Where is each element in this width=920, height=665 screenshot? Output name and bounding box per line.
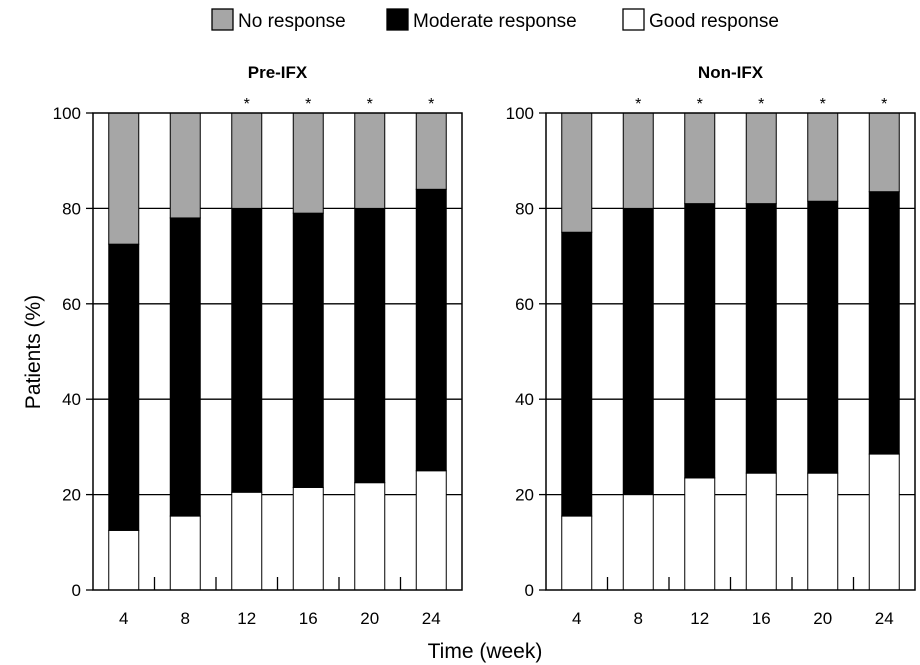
bar-1-week-20-moderate-response — [354, 207, 386, 484]
significance-marker-2-week-8: * — [635, 96, 641, 113]
y-tick-label-1-60: 60 — [62, 295, 81, 314]
x-tick-label-2-20: 20 — [813, 609, 832, 628]
bar-1-week-16-no-response — [292, 112, 324, 214]
x-tick-label-1-24: 24 — [422, 609, 441, 628]
bar-1-week-16-good-response — [292, 486, 324, 591]
plot-frame-1 — [92, 112, 463, 591]
x-tick-label-2-8: 8 — [634, 609, 643, 628]
bar-1-week-8-good-response — [169, 515, 201, 591]
y-tick-label-2-100: 100 — [506, 104, 534, 123]
x-tick-label-2-12: 12 — [690, 609, 709, 628]
bar-2-week-20-good-response — [807, 472, 839, 591]
y-tick-label-1-100: 100 — [53, 104, 81, 123]
bar-2-week-4-no-response — [561, 112, 593, 233]
bar-2-week-16-no-response — [745, 112, 777, 205]
bar-1-week-20-no-response — [354, 112, 386, 209]
bar-1-week-4-no-response — [108, 112, 140, 245]
x-tick-label-1-8: 8 — [181, 609, 190, 628]
x-axis-title: Time (week) — [428, 640, 543, 663]
legend-swatch-good-response — [622, 8, 645, 31]
bar-1-week-4-moderate-response — [108, 243, 140, 531]
bar-1-week-20-good-response — [354, 482, 386, 591]
bar-2-week-20-no-response — [807, 112, 839, 202]
legend-label-no-response: No response — [238, 11, 346, 32]
significance-marker-2-week-24: * — [881, 96, 887, 113]
x-tick-label-2-4: 4 — [572, 609, 581, 628]
bar-2-week-4-moderate-response — [561, 231, 593, 517]
x-tick-label-2-16: 16 — [752, 609, 771, 628]
bar-1-week-12-moderate-response — [231, 207, 263, 493]
significance-marker-2-week-16: * — [758, 96, 764, 113]
bar-2-week-8-moderate-response — [622, 207, 654, 496]
y-tick-label-2-80: 80 — [515, 199, 534, 218]
bar-2-week-20-moderate-response — [807, 200, 839, 474]
y-tick-label-2-40: 40 — [515, 390, 534, 409]
legend-swatch-no-response — [211, 8, 234, 31]
y-tick-label-1-80: 80 — [62, 199, 81, 218]
bar-1-week-24-no-response — [415, 112, 447, 190]
bar-1-week-8-moderate-response — [169, 217, 201, 517]
y-tick-label-2-0: 0 — [525, 581, 534, 600]
y-tick-label-2-20: 20 — [515, 486, 534, 505]
x-tick-label-1-12: 12 — [237, 609, 256, 628]
bar-1-week-8-no-response — [169, 112, 201, 219]
bar-2-week-24-no-response — [868, 112, 900, 193]
bar-2-week-24-good-response — [868, 453, 900, 591]
bar-2-week-24-moderate-response — [868, 191, 900, 455]
significance-marker-1-week-12: * — [244, 96, 250, 113]
x-tick-label-1-20: 20 — [360, 609, 379, 628]
bar-2-week-16-moderate-response — [745, 203, 777, 474]
y-tick-label-1-0: 0 — [72, 581, 81, 600]
x-tick-label-1-16: 16 — [299, 609, 318, 628]
legend-label-good-response: Good response — [649, 11, 779, 32]
bar-1-week-12-good-response — [231, 491, 263, 591]
significance-marker-1-week-24: * — [428, 96, 434, 113]
bar-1-week-24-moderate-response — [415, 188, 447, 472]
panel-title-1: Pre-IFX — [248, 63, 308, 82]
y-tick-label-1-20: 20 — [62, 486, 81, 505]
bar-1-week-12-no-response — [231, 112, 263, 209]
bar-1-week-16-moderate-response — [292, 212, 324, 488]
significance-marker-1-week-20: * — [367, 96, 373, 113]
legend-swatch-moderate-response — [386, 8, 409, 31]
significance-marker-2-week-12: * — [697, 96, 703, 113]
bar-2-week-16-good-response — [745, 472, 777, 591]
significance-marker-2-week-20: * — [820, 96, 826, 113]
bar-1-week-4-good-response — [108, 529, 140, 591]
bar-2-week-8-no-response — [622, 112, 654, 209]
bar-2-week-8-good-response — [622, 494, 654, 591]
y-tick-label-2-60: 60 — [515, 295, 534, 314]
significance-marker-1-week-16: * — [305, 96, 311, 113]
bar-1-week-24-good-response — [415, 470, 447, 591]
bar-2-week-4-good-response — [561, 515, 593, 591]
panel-title-2: Non-IFX — [698, 63, 764, 82]
y-axis-title: Patients (%) — [22, 295, 45, 409]
plot-frame-2 — [545, 112, 916, 591]
x-tick-label-1-4: 4 — [119, 609, 128, 628]
bar-2-week-12-no-response — [684, 112, 716, 205]
x-tick-label-2-24: 24 — [875, 609, 894, 628]
bar-2-week-12-good-response — [684, 477, 716, 591]
legend-label-moderate-response: Moderate response — [413, 11, 577, 32]
y-tick-label-1-40: 40 — [62, 390, 81, 409]
bar-2-week-12-moderate-response — [684, 203, 716, 479]
